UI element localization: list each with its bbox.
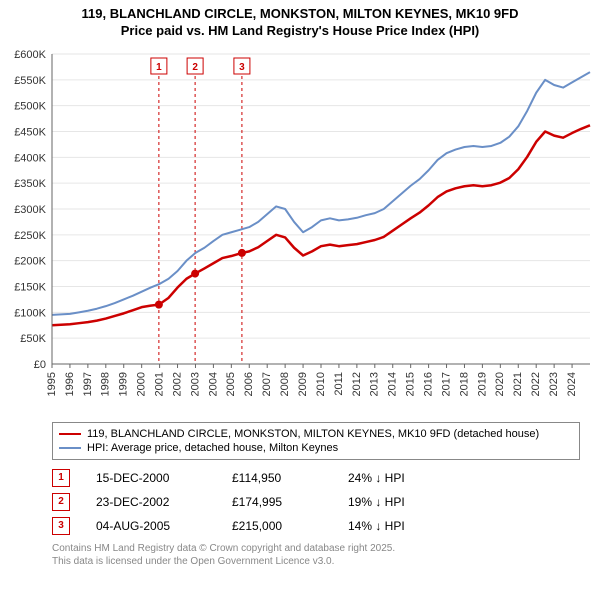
title-line2: Price paid vs. HM Land Registry's House … (10, 23, 590, 40)
chart-title: 119, BLANCHLAND CIRCLE, MONKSTON, MILTON… (0, 0, 600, 44)
svg-text:£550K: £550K (14, 75, 46, 87)
svg-text:1997: 1997 (82, 372, 94, 396)
legend: 119, BLANCHLAND CIRCLE, MONKSTON, MILTON… (52, 422, 580, 460)
svg-text:2004: 2004 (207, 372, 219, 396)
svg-text:2008: 2008 (279, 372, 291, 396)
svg-text:2013: 2013 (369, 372, 381, 396)
footer-line1: Contains HM Land Registry data © Crown c… (52, 542, 580, 555)
sale-price: £215,000 (232, 519, 322, 533)
svg-text:£0: £0 (34, 359, 46, 371)
sale-price: £114,950 (232, 471, 322, 485)
svg-text:£600K: £600K (14, 49, 46, 61)
sale-marker-icon: 2 (52, 493, 70, 511)
chart-container: { "title_line1": "119, BLANCHLAND CIRCLE… (0, 0, 600, 568)
title-line1: 119, BLANCHLAND CIRCLE, MONKSTON, MILTON… (10, 6, 590, 23)
svg-text:2019: 2019 (476, 372, 488, 396)
sales-row: 3 04-AUG-2005 £215,000 14% ↓ HPI (52, 514, 580, 538)
sale-marker-icon: 1 (52, 469, 70, 487)
sale-hpi-delta: 14% ↓ HPI (348, 519, 458, 533)
svg-text:£500K: £500K (14, 100, 46, 112)
legend-swatch (59, 433, 81, 435)
legend-label: 119, BLANCHLAND CIRCLE, MONKSTON, MILTON… (87, 428, 539, 440)
sales-table: 1 15-DEC-2000 £114,950 24% ↓ HPI 2 23-DEC-200… (52, 466, 580, 538)
svg-text:2023: 2023 (548, 372, 560, 396)
footer-line2: This data is licensed under the Open Gov… (52, 555, 580, 568)
svg-text:2014: 2014 (387, 372, 399, 396)
footer-attribution: Contains HM Land Registry data © Crown c… (52, 542, 580, 568)
svg-text:2012: 2012 (351, 372, 363, 396)
svg-text:3: 3 (239, 62, 245, 73)
svg-text:2017: 2017 (440, 372, 452, 396)
svg-text:2021: 2021 (512, 372, 524, 396)
svg-text:2024: 2024 (566, 372, 578, 396)
svg-text:£300K: £300K (14, 204, 46, 216)
svg-text:2007: 2007 (261, 372, 273, 396)
legend-row: HPI: Average price, detached house, Milt… (59, 441, 573, 455)
chart-plot-area: £0 £50K £100K £150K £200K £250K £300K £350K £400… (0, 44, 600, 414)
svg-text:£450K: £450K (14, 126, 46, 138)
svg-text:2018: 2018 (458, 372, 470, 396)
svg-text:2006: 2006 (243, 372, 255, 396)
legend-row: 119, BLANCHLAND CIRCLE, MONKSTON, MILTON… (59, 427, 573, 441)
sale-marker-icon: 3 (52, 517, 70, 535)
svg-text:1996: 1996 (64, 372, 76, 396)
sale-date: 15-DEC-2000 (96, 471, 206, 485)
sale-hpi-delta: 19% ↓ HPI (348, 495, 458, 509)
legend-label: HPI: Average price, detached house, Milt… (87, 442, 338, 454)
svg-text:2: 2 (192, 62, 198, 73)
legend-swatch (59, 447, 81, 449)
svg-text:1999: 1999 (118, 372, 130, 396)
svg-text:2022: 2022 (530, 372, 542, 396)
svg-text:2011: 2011 (333, 372, 345, 396)
svg-text:£50K: £50K (20, 333, 46, 345)
svg-text:2015: 2015 (405, 372, 417, 396)
svg-text:£150K: £150K (14, 281, 46, 293)
svg-text:2016: 2016 (423, 372, 435, 396)
sale-hpi-delta: 24% ↓ HPI (348, 471, 458, 485)
svg-text:1995: 1995 (46, 372, 58, 396)
svg-text:1998: 1998 (100, 372, 112, 396)
sale-price: £174,995 (232, 495, 322, 509)
svg-text:2000: 2000 (136, 372, 148, 396)
sales-row: 2 23-DEC-2002 £174,995 19% ↓ HPI (52, 490, 580, 514)
svg-text:£400K: £400K (14, 152, 46, 164)
svg-text:2010: 2010 (315, 372, 327, 396)
sale-date: 23-DEC-2002 (96, 495, 206, 509)
chart-svg: £0 £50K £100K £150K £200K £250K £300K £350K £400… (0, 44, 600, 414)
svg-text:£100K: £100K (14, 307, 46, 319)
svg-text:2020: 2020 (494, 372, 506, 396)
svg-text:2009: 2009 (297, 372, 309, 396)
svg-text:1: 1 (156, 62, 162, 73)
svg-text:2005: 2005 (225, 372, 237, 396)
svg-text:2003: 2003 (189, 372, 201, 396)
sale-date: 04-AUG-2005 (96, 519, 206, 533)
svg-text:£250K: £250K (14, 230, 46, 242)
svg-text:2002: 2002 (171, 372, 183, 396)
svg-text:2001: 2001 (154, 372, 166, 396)
svg-text:£350K: £350K (14, 178, 46, 190)
sales-row: 1 15-DEC-2000 £114,950 24% ↓ HPI (52, 466, 580, 490)
svg-text:£200K: £200K (14, 255, 46, 267)
